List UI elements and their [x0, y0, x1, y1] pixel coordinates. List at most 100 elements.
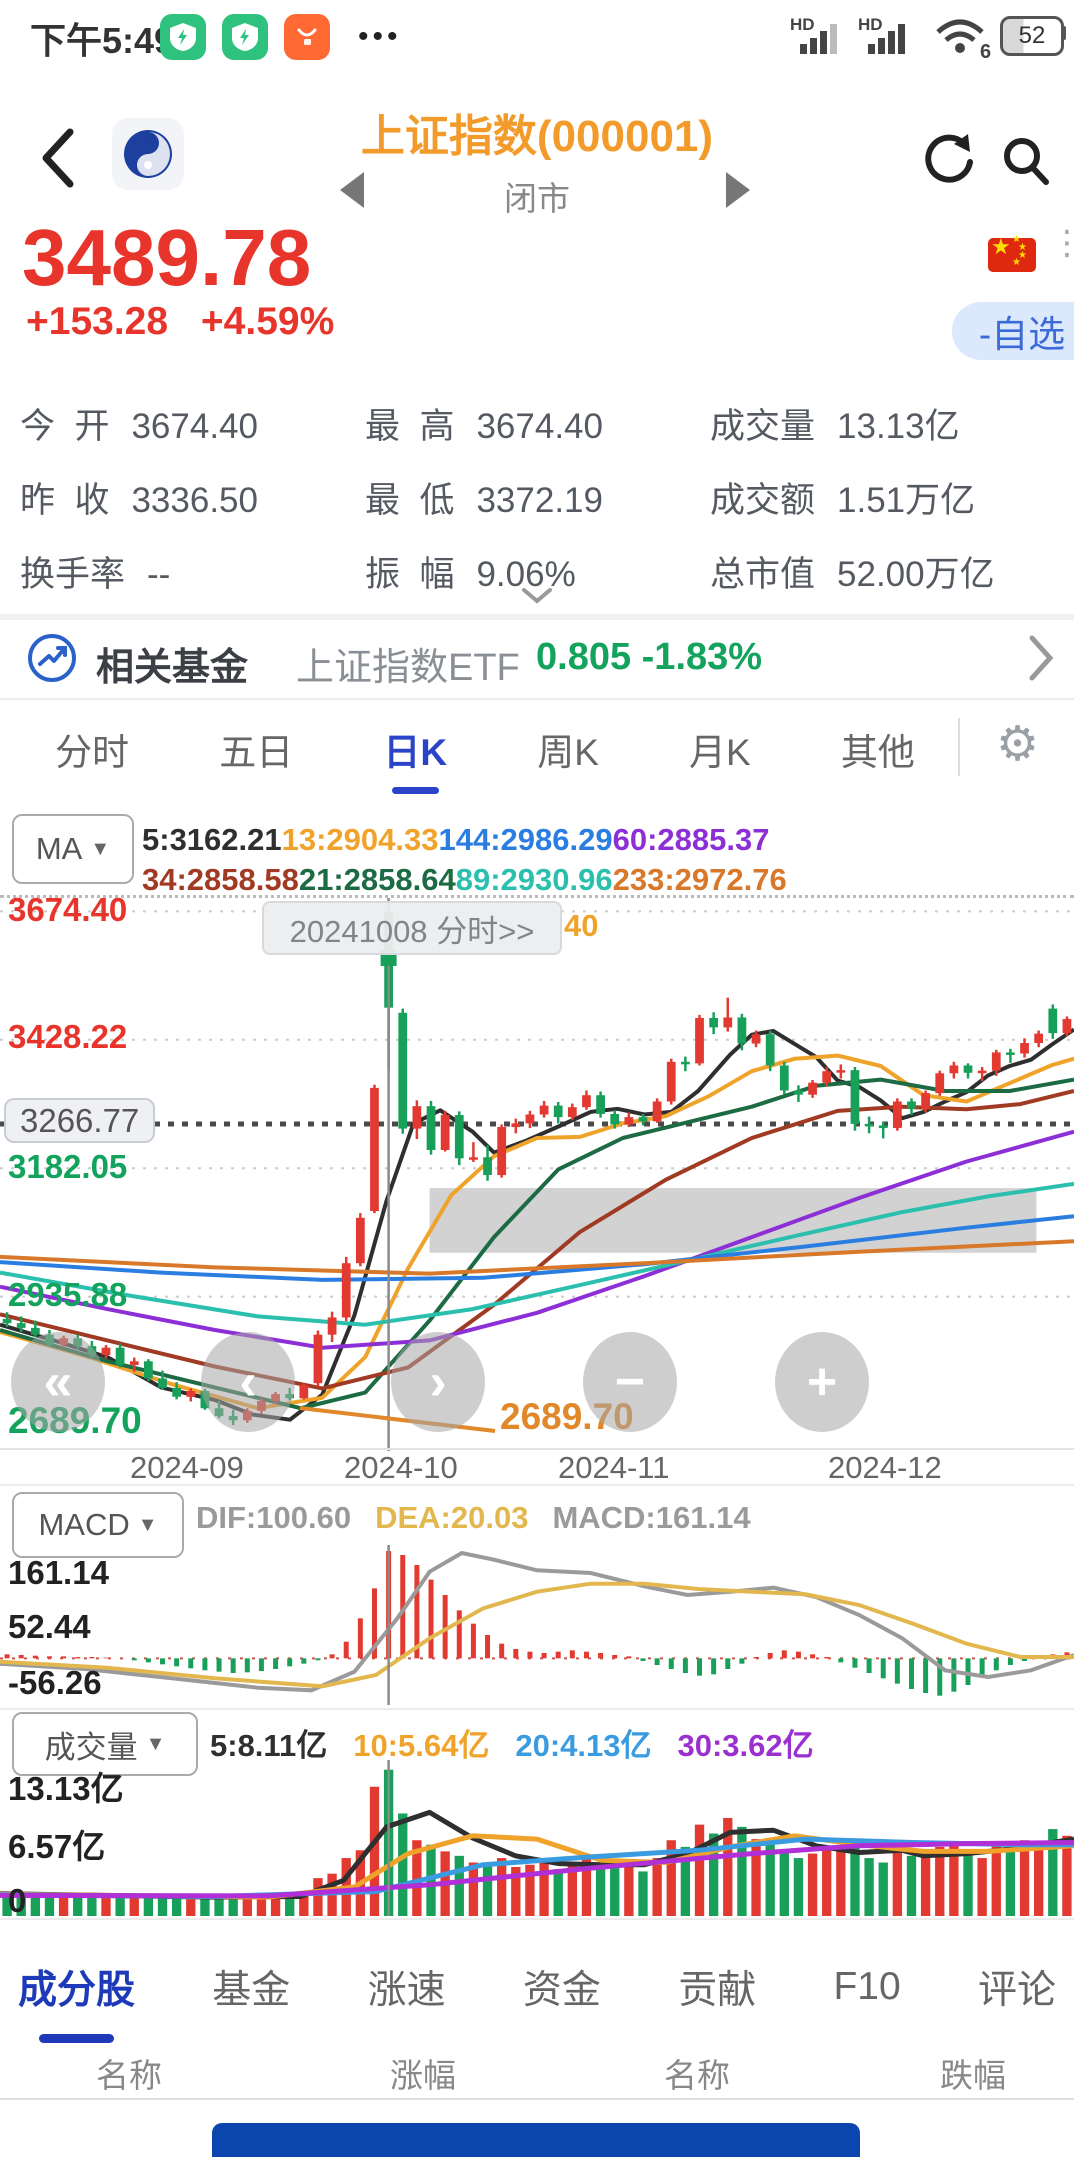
crosshair-tooltip[interactable]: 20241008 分时>>	[262, 901, 562, 955]
next-stock-arrow[interactable]	[726, 172, 750, 208]
notification-dots: •••	[358, 20, 402, 53]
tab-contrib[interactable]: 贡献	[678, 1969, 757, 2012]
expand-stats-chevron[interactable]	[0, 586, 1074, 611]
tab-f10[interactable]: F10	[833, 1965, 901, 2008]
related-fund-row[interactable]: 相关基金 上证指数ETF 0.805 -1.83%	[0, 620, 1074, 696]
dif-value: DIF:100.60	[196, 1500, 352, 1535]
divider	[0, 2098, 1074, 2100]
volume-chart[interactable]	[0, 1760, 1074, 1916]
volume-values-row: 5:8.11亿 10:5.64亿 20:4.13亿 30:3.62亿	[210, 1720, 814, 1765]
vol-ma30-value: 30:3.62亿	[677, 1728, 814, 1763]
tab-constituents[interactable]: 成分股	[18, 1959, 135, 2043]
kline-chart[interactable]	[0, 895, 1074, 1451]
ma-selector-button[interactable]: MA ▼	[12, 814, 134, 884]
chart-period-tabs: 分时 五日 日K 周K 月K 其他	[0, 706, 970, 794]
tab-5day[interactable]: 五日	[219, 732, 294, 773]
caret-down-icon: ▼	[145, 1732, 166, 1755]
macd-chart[interactable]	[0, 1545, 1074, 1705]
divider	[0, 1708, 1074, 1710]
x-label-dec: 2024-12	[828, 1450, 942, 1485]
back-button[interactable]	[40, 128, 76, 193]
change-percent: +4.59%	[200, 300, 335, 343]
search-icon[interactable]	[998, 134, 1052, 193]
signal-icon-sim2: HD	[858, 14, 920, 61]
x-label-sep: 2024-09	[130, 1450, 244, 1485]
fund-trend-icon	[26, 632, 78, 689]
tab-capital[interactable]: 资金	[522, 1969, 601, 2012]
ma-values-row-2: 34:2858.58 21:2858.64 89:2930.96 233:297…	[142, 862, 787, 898]
tab-minute[interactable]: 分时	[55, 732, 130, 773]
stat-volume: 成交量 13.13亿	[710, 407, 960, 446]
stat-open: 今 开 3674.40	[20, 407, 258, 446]
pan-right-button[interactable]: ›	[391, 1332, 485, 1432]
divider	[0, 698, 1074, 700]
stats-row-2: 昨 收 3336.50 最 低 3372.19 成交额 1.51万亿	[20, 472, 1064, 523]
store-app-icon	[284, 14, 330, 60]
col-name-left: 名称	[96, 2057, 162, 2094]
fund-name: 上证指数ETF	[296, 647, 520, 689]
vol-ma5-value: 5:8.11亿	[210, 1728, 328, 1763]
status-time: 下午5:49	[30, 20, 175, 61]
divider	[0, 1918, 1074, 1920]
macd-selector-button[interactable]: MACD ▼	[12, 1492, 184, 1558]
zoom-in-button[interactable]: +	[775, 1332, 869, 1432]
refresh-icon[interactable]	[922, 132, 976, 191]
wifi-icon: 6	[930, 14, 996, 65]
fund-value: 0.805 -1.83%	[536, 636, 763, 678]
tab-daily-k[interactable]: 日K	[381, 716, 449, 794]
macd-axis-mid: 52.44	[8, 1608, 91, 1645]
bottom-tab-bar: 成分股 基金 涨速 资金 贡献 F10 评论	[0, 1952, 1074, 2043]
vol-axis-max: 13.13亿	[8, 1770, 124, 1807]
more-menu-icon[interactable]: ⋮	[1050, 224, 1074, 262]
tab-weekly-k[interactable]: 周K	[537, 732, 599, 773]
tab-comments[interactable]: 评论	[977, 1969, 1056, 2012]
ma13-value: 13:2904.33	[281, 822, 439, 857]
tab-other[interactable]: 其他	[840, 732, 915, 773]
security-app-icon	[160, 14, 206, 60]
signal-icon-sim1: HD	[790, 14, 852, 61]
macd-values-row: DIF:100.60 DEA:20.03 MACD:161.14	[196, 1500, 751, 1536]
pan-fast-left-button[interactable]: «	[11, 1332, 105, 1432]
svg-text:HD: HD	[790, 15, 815, 34]
col-name-right: 名称	[664, 2057, 730, 2094]
kline-x-axis: 2024-09 2024-10 2024-11 2024-12	[0, 1448, 1074, 1485]
tab-monthly-k[interactable]: 月K	[689, 732, 751, 773]
caret-down-icon: ▼	[137, 1513, 158, 1536]
stat-high: 最 高 3674.40	[365, 407, 603, 446]
pan-left-button[interactable]: ‹	[201, 1332, 295, 1432]
stats-row-1: 今 开 3674.40 最 高 3674.40 成交量 13.13亿	[20, 398, 1064, 449]
vol-ma10-value: 10:5.64亿	[353, 1728, 490, 1763]
table-header-row: 名称 涨幅 名称 跌幅	[0, 2048, 1074, 2098]
x-label-nov: 2024-11	[558, 1450, 670, 1485]
battery-icon: 52	[1000, 16, 1064, 56]
ma144-value: 144:2986.29	[438, 822, 613, 857]
tab-speed[interactable]: 涨速	[367, 1969, 446, 2012]
ma21-value: 21:2858.64	[298, 862, 456, 897]
volume-selector-button[interactable]: 成交量 ▼	[12, 1712, 198, 1776]
divider	[0, 1484, 1074, 1486]
price-label-marker: 3266.77	[4, 1098, 156, 1143]
page-title: 上证指数(000001)	[360, 112, 714, 161]
prev-stock-arrow[interactable]	[340, 172, 364, 208]
ma60-value: 60:2885.37	[612, 822, 770, 857]
ma34-value: 34:2858.58	[142, 862, 299, 897]
zoom-out-button[interactable]: −	[583, 1332, 677, 1432]
tab-funds[interactable]: 基金	[212, 1969, 291, 2012]
divider-vertical	[958, 718, 960, 776]
stat-prev-close: 昨 收 3336.50	[20, 481, 258, 520]
price-label-3428: 3428.22	[8, 1018, 128, 1055]
current-price: 3489.78	[22, 213, 312, 302]
section-divider	[0, 614, 1074, 620]
broker-logo[interactable]	[112, 118, 184, 190]
chart-settings-gear-icon[interactable]: ⚙	[996, 718, 1040, 771]
bottom-action-button[interactable]	[212, 2123, 860, 2157]
macd-axis-min: -56.26	[8, 1664, 102, 1701]
vol-axis-mid: 6.57亿	[8, 1828, 106, 1865]
battery-nub	[1061, 26, 1066, 40]
battery-percent: 52	[1018, 22, 1046, 49]
tooltip-partial-label: 40	[564, 908, 599, 943]
stat-turnover-rate: 换手率 --	[20, 555, 171, 594]
stat-market-cap: 总市值 52.00万亿	[710, 555, 995, 594]
watchlist-remove-button[interactable]: -自选	[952, 302, 1074, 360]
